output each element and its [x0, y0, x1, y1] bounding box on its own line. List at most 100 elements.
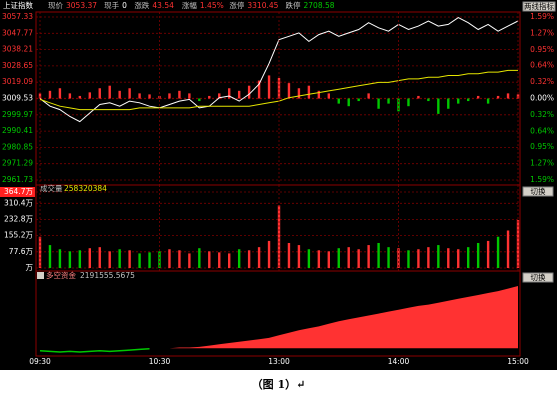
- tick-highlight: [0, 187, 35, 197]
- flow-bar: [407, 98, 410, 107]
- flow-bar: [476, 95, 480, 99]
- flow-bar: [228, 88, 231, 99]
- flow-bar: [237, 90, 241, 99]
- y-tick-label: 万: [26, 263, 34, 272]
- volume-bar: [78, 250, 82, 268]
- volume-bar: [148, 252, 151, 268]
- y2-tick-label: 1.27%: [530, 28, 554, 37]
- volume-bar: [168, 249, 171, 268]
- flow-bar: [317, 90, 321, 99]
- panel-value: 258320384: [64, 184, 107, 193]
- flow-bar: [347, 98, 350, 107]
- volume-bar: [108, 251, 111, 268]
- volume-bar: [347, 247, 350, 268]
- panel-value: 2191555.5675: [80, 271, 135, 280]
- flow-bar: [78, 95, 82, 99]
- flow-bar: [357, 98, 360, 102]
- flow-bar: [417, 95, 420, 99]
- symbol: 上证指数: [3, 0, 33, 10]
- volume-bar: [476, 242, 480, 268]
- y-tick-label: 310.4万: [4, 198, 33, 207]
- y2-tick-label: 0.95%: [530, 45, 554, 54]
- flow-bar: [506, 93, 510, 99]
- panel-title: 多空资金: [46, 270, 76, 280]
- help-icon[interactable]: [37, 272, 44, 279]
- volume-bar: [367, 245, 370, 268]
- flow-bar: [367, 93, 370, 99]
- button[interactable]: [522, 272, 554, 283]
- volume-bar: [407, 250, 410, 268]
- volume-bar: [158, 251, 161, 268]
- flow-bar: [307, 85, 311, 99]
- volume-bar: [457, 249, 460, 268]
- button[interactable]: [522, 1, 556, 12]
- chart: 上证指数 现价 3053.37 现手 0 涨跌 43.54 涨幅 1.45% 涨停 3310.45 跌…: [0, 0, 557, 370]
- y2-tick-label: 0.64%: [530, 61, 554, 70]
- field-value: 3053.37: [66, 1, 97, 10]
- y2-tick-label: 1.59%: [530, 12, 554, 21]
- field-value: 2708.58: [304, 1, 335, 10]
- volume-bar: [237, 249, 241, 268]
- volume-bar: [357, 249, 360, 268]
- y-tick-label: 2961.73: [2, 175, 33, 184]
- volume-bar: [447, 248, 450, 268]
- flow-bar: [48, 90, 52, 99]
- x-tick-label: 14:00: [388, 357, 410, 366]
- flow-bar: [377, 98, 380, 109]
- y2-tick-label: 1.59%: [530, 175, 554, 184]
- flow-bar: [58, 88, 62, 99]
- volume-bar: [317, 250, 321, 268]
- field-label: 现手: [104, 0, 119, 10]
- flow-bar: [457, 98, 460, 104]
- volume-bar: [427, 247, 430, 268]
- x-tick-label: 09:30: [29, 357, 51, 366]
- field-label: 现价: [48, 1, 63, 10]
- x-tick-label: 13:00: [268, 357, 290, 366]
- symbol-box: [1, 1, 35, 11]
- flow-bar: [496, 95, 500, 99]
- y-tick-label: 2980.85: [2, 142, 33, 151]
- y2-tick-label: 1.27%: [530, 159, 554, 168]
- flow-bar: [337, 98, 340, 104]
- volume-bar: [188, 253, 191, 268]
- y-tick-label: 2990.41: [2, 126, 33, 135]
- flow-bar: [128, 88, 131, 99]
- y-tick-label: 3019.09: [2, 77, 33, 86]
- y-tick-label: 3038.21: [2, 45, 33, 54]
- flow-bar: [327, 93, 330, 99]
- volume-bar: [118, 249, 121, 268]
- volume-bar: [98, 247, 101, 268]
- y-tick-label: 77.6万: [9, 247, 34, 256]
- button-label[interactable]: 两线指标: [524, 1, 554, 11]
- volume-bar: [337, 248, 340, 268]
- volume-bar: [387, 247, 390, 268]
- flow-bar: [287, 83, 291, 99]
- flow-bar: [138, 93, 141, 99]
- y-tick-label: 232.8万: [4, 214, 33, 223]
- y-tick-label: 2999.97: [2, 110, 33, 119]
- field-value: 1.45%: [200, 1, 224, 10]
- flow-bar: [447, 98, 450, 109]
- flow-bar: [108, 85, 111, 99]
- y-tick-label: 2971.29: [2, 159, 33, 168]
- button-label[interactable]: 切换: [531, 272, 546, 282]
- flow-bar: [178, 90, 181, 99]
- flow-bar: [98, 88, 101, 99]
- flow-bar: [467, 98, 470, 102]
- y2-tick-label: 0.64%: [530, 126, 554, 135]
- volume-bar: [128, 250, 131, 268]
- volume-bar: [437, 245, 440, 268]
- button[interactable]: [522, 186, 554, 197]
- flow-line-negative: [39, 348, 150, 353]
- flow-bar: [38, 93, 42, 99]
- x-tick-label: 10:30: [149, 357, 171, 366]
- volume-bar: [506, 230, 510, 268]
- volume-bar: [267, 240, 271, 268]
- flow-area: [159, 286, 518, 349]
- y-tick-label: 3009.53: [2, 94, 33, 103]
- volume-bar: [218, 252, 221, 268]
- volume-bar: [247, 250, 251, 268]
- volume-bar: [88, 248, 91, 268]
- y-tick-label: 3047.77: [2, 28, 33, 37]
- button-label[interactable]: 切换: [531, 186, 546, 196]
